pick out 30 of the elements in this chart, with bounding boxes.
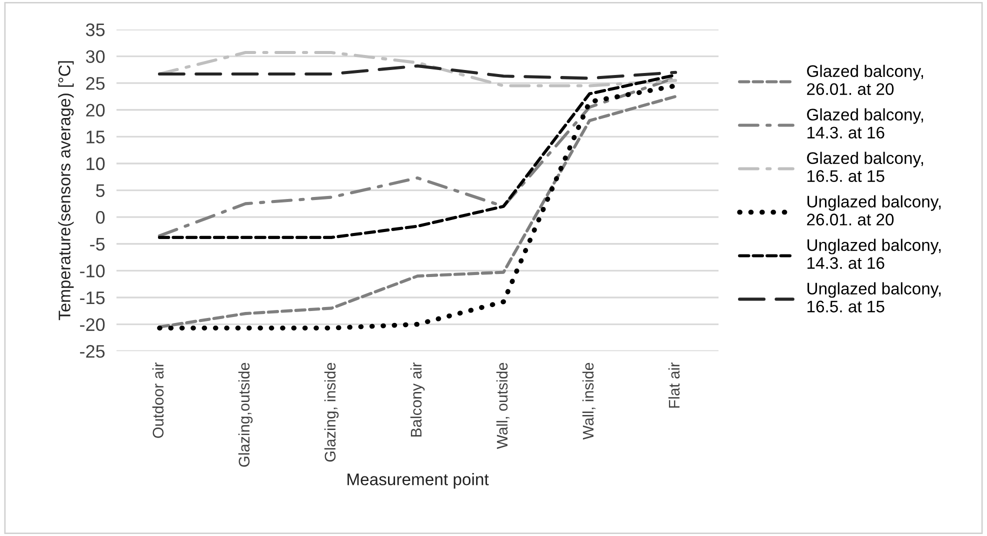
y-tick-label: -20 — [80, 318, 105, 331]
x-tick-label: Wall, inside — [582, 362, 596, 440]
y-tick-label: 25 — [86, 77, 105, 90]
y-axis-title: Temperature(sensors average) [°C] — [58, 61, 74, 320]
legend-label: Unglazed balcony, 14.3. at 16 — [807, 238, 941, 269]
line-series — [158, 51, 678, 88]
legend-label: Glazed balcony, 26.01. at 20 — [807, 64, 924, 96]
y-tick-label: 35 — [86, 23, 105, 36]
y-tick-label: -15 — [80, 292, 105, 304]
x-tick-label: Wall, outside — [496, 362, 510, 450]
x-tick-label: Glazing, inside — [324, 362, 339, 462]
y-tick-label: 5 — [96, 184, 105, 197]
x-tick-label: Glazing,outside — [238, 362, 253, 467]
y-tick-label: 10 — [86, 157, 105, 170]
y-tick-label: -10 — [80, 264, 105, 278]
legend-label: Unglazed balcony, 26.01. at 20 — [807, 195, 941, 226]
line-series — [158, 64, 678, 80]
x-tick-label: Flat air — [668, 362, 680, 408]
x-axis-title: Measurement point — [348, 473, 489, 489]
x-tick-label: Balcony air — [410, 362, 425, 437]
legend-label: Unglazed balcony, 16.5. at 15 — [807, 282, 941, 312]
y-tick-label: 30 — [86, 50, 105, 63]
y-tick-label: 15 — [86, 130, 105, 144]
legend-label: Glazed balcony, 16.5. at 15 — [807, 152, 924, 182]
y-tick-label: 0 — [96, 211, 105, 224]
y-tick-label: 20 — [86, 104, 105, 117]
x-tick-label: Outdoor air — [152, 362, 164, 438]
y-tick-label: -5 — [90, 238, 105, 251]
y-tick-label: -25 — [80, 345, 105, 358]
legend-label: Glazed balcony, 14.3. at 16 — [807, 108, 924, 138]
